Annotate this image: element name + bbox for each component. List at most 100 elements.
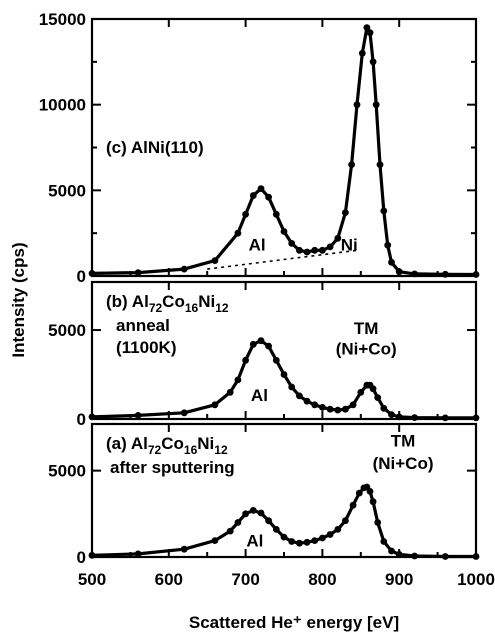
data-point <box>242 356 250 364</box>
data-point <box>249 192 257 199</box>
data-point <box>388 411 395 418</box>
y-tick-label: 15000 <box>39 10 86 29</box>
label-part: Ni <box>198 292 215 311</box>
data-point <box>342 209 349 217</box>
data-point <box>366 488 374 495</box>
annotation-b: Al <box>251 386 268 405</box>
data-point <box>311 401 319 409</box>
x-tick-label: 900 <box>385 570 413 589</box>
data-point <box>211 401 219 409</box>
y-tick-label: 0 <box>77 267 86 286</box>
data-point <box>234 376 242 384</box>
data-point <box>349 401 357 409</box>
data-point <box>180 545 188 553</box>
data-point <box>180 409 188 417</box>
data-point <box>358 49 366 57</box>
label-part: Co <box>162 292 185 311</box>
data-point <box>226 527 234 535</box>
data-point <box>280 533 288 541</box>
annotation-b: TM <box>354 319 379 338</box>
data-point <box>366 29 374 37</box>
data-point <box>334 406 342 414</box>
data-point <box>348 161 355 169</box>
series-line-c <box>90 26 478 277</box>
panel-label-a: (a) Al72Co16Ni12 <box>106 434 228 457</box>
y-tick-label: 5000 <box>48 181 86 200</box>
subscript: 16 <box>185 301 199 315</box>
data-point <box>355 489 363 497</box>
subscript: 12 <box>215 301 229 315</box>
data-point <box>441 414 449 422</box>
annotation-a: (Ni+Co) <box>373 454 434 473</box>
data-point <box>280 371 288 378</box>
subscript: 72 <box>149 301 163 315</box>
data-point <box>265 193 272 201</box>
data-point <box>272 356 280 364</box>
data-point <box>342 405 349 413</box>
data-point <box>296 246 303 254</box>
data-point <box>384 241 392 249</box>
data-point <box>211 257 219 264</box>
data-point <box>288 240 296 247</box>
panel-note-b: (1100K) <box>116 338 176 357</box>
label-part: (b) Al <box>106 292 149 311</box>
data-point <box>288 383 296 391</box>
data-point <box>265 517 272 525</box>
annotation-a: Al <box>246 531 263 550</box>
data-point <box>380 538 388 545</box>
y-tick-label: 0 <box>77 410 86 429</box>
x-tick-label: 500 <box>78 570 106 589</box>
subscript: 12 <box>214 443 228 457</box>
data-point <box>272 526 280 533</box>
data-point <box>395 413 403 421</box>
x-tick-label: 600 <box>155 570 183 589</box>
data-point <box>265 342 272 350</box>
x-tick-label: 1000 <box>457 570 495 589</box>
data-point <box>280 228 288 235</box>
subscript: 72 <box>148 443 162 457</box>
label-layer: Scattered He⁺ energy [eV] Intensity (cps… <box>9 10 495 632</box>
data-point <box>374 519 382 526</box>
data-point <box>180 265 188 273</box>
y-tick-label: 10000 <box>39 96 86 115</box>
data-point <box>349 501 357 509</box>
data-point <box>369 385 377 393</box>
y-tick-label: 5000 <box>48 321 86 340</box>
data-point <box>388 258 395 266</box>
x-axis-label: Scattered He⁺ energy [eV] <box>189 613 399 632</box>
label-part: Co <box>161 434 184 453</box>
data-point <box>326 405 334 413</box>
subscript: 16 <box>184 443 198 457</box>
data-point <box>303 538 311 546</box>
series-line-a <box>90 485 478 559</box>
data-point <box>234 519 242 526</box>
data-point <box>311 537 319 544</box>
axes-layer <box>90 17 478 559</box>
annotation-b: (Ni+Co) <box>336 340 397 359</box>
data-point <box>395 551 403 558</box>
data-point <box>88 270 96 277</box>
data-point <box>319 404 326 411</box>
data-layer <box>88 24 480 560</box>
data-point <box>257 509 265 517</box>
y-axis-label: Intensity (cps) <box>9 242 28 357</box>
data-point <box>357 388 365 396</box>
panel-label-b: (b) Al72Co16Ni12 <box>106 292 229 315</box>
data-point <box>288 538 296 545</box>
data-point <box>134 269 142 276</box>
x-tick-label: 700 <box>231 570 259 589</box>
data-point <box>296 392 303 400</box>
data-point <box>134 412 142 419</box>
annotation-a: TM <box>391 432 416 451</box>
data-point <box>380 404 388 412</box>
data-point <box>380 207 388 215</box>
data-point <box>134 550 142 558</box>
annotation-c: Al <box>249 235 266 254</box>
label-part: (a) Al <box>106 434 148 453</box>
y-tick-label: 5000 <box>48 462 86 481</box>
data-point <box>234 229 242 237</box>
data-point <box>472 414 480 422</box>
annotation-c: Ni <box>341 235 358 254</box>
data-point <box>363 24 371 31</box>
